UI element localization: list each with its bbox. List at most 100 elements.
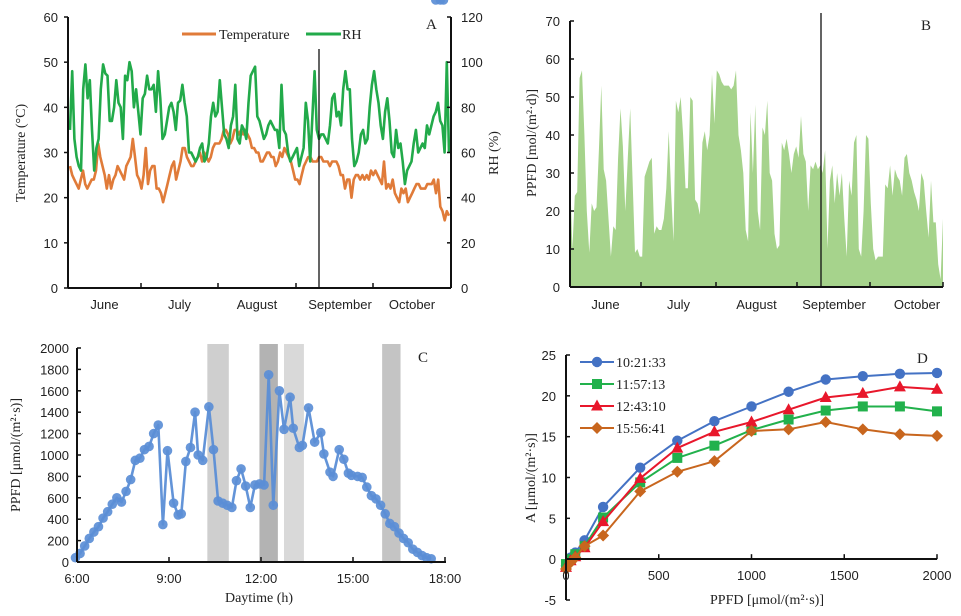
panel-c-y-tick-label: 400 [47, 512, 69, 527]
legend-series-label: 11:57:13 [616, 378, 665, 393]
panel-c-y-tick-label: 200 [47, 534, 69, 549]
panel-d-x-tick-label: 0 [562, 568, 569, 583]
panel-c-data-point [268, 500, 279, 511]
panel-c-data-point [240, 481, 251, 491]
panel-d-circle-marker [709, 415, 720, 427]
panel-c-data-point [102, 506, 113, 517]
panel-c-y-tick-label: 1200 [40, 427, 69, 442]
panel-d-circle-marker [746, 401, 757, 412]
panel-b-x-tick-label: August [736, 297, 777, 312]
panel-a: 0 10 20 30 40 50 60 0 20 40 60 80 100 120 June July Au… [14, 10, 502, 312]
panel-c-data-point [158, 519, 168, 530]
panel-b-y-tick-label: 0 [553, 280, 560, 295]
panel-c-shaded-band [382, 344, 401, 562]
panel-c-data-point [285, 392, 295, 403]
panel-b: 0 10 20 30 40 50 60 70 June July August September O… [525, 13, 944, 312]
panel-a-y2-tick-label: 40 [461, 191, 475, 206]
panel-a-series-rh [68, 60, 451, 186]
panel-c-data-point [162, 445, 173, 456]
panel-d-square-marker [709, 440, 720, 451]
panel-c-data-point [190, 407, 200, 418]
legend-series-label: 10:21:33 [616, 356, 666, 371]
panel-c-data-point [375, 500, 386, 511]
legend-diamond-marker [591, 422, 603, 434]
panel-c-data-point [116, 497, 127, 507]
panel-b-y-tick-label: 30 [546, 166, 560, 181]
panel-a-x-tick-label: August [237, 297, 278, 312]
panel-a-y2-tick-label: 100 [461, 55, 483, 70]
panel-a-y2-tick-label: 120 [461, 10, 483, 25]
panel-a-y-tick-label: 10 [44, 236, 58, 251]
panel-c-data-point [297, 440, 308, 451]
panel-c-data-point [303, 403, 314, 413]
panel-b-y-tick-label: 70 [546, 14, 560, 29]
panel-b-x-tick-label: October [894, 297, 941, 312]
panel-c-x-tick-label: 9:00 [156, 571, 181, 586]
panel-c-y-tick-label: 2000 [40, 341, 69, 356]
panel-c-data-point [438, 0, 449, 5]
panel-c-data-point [259, 480, 269, 490]
panel-d-triangle-marker [597, 515, 610, 527]
panel-c-data-point [153, 420, 164, 430]
panel-c-data-point [168, 498, 179, 508]
panel-d-x-label: PPFD [μmol/(m²·s)] [710, 593, 824, 608]
panel-c-data-point [121, 486, 131, 497]
panel-c-y-tick-label: 1400 [40, 405, 69, 420]
panel-d-diamond-marker [569, 551, 582, 564]
panel-d-triangle-marker [856, 386, 869, 398]
legend-series-label: 12:43:10 [616, 400, 666, 415]
panel-b-y-tick-label: 10 [546, 242, 560, 257]
panel-c-data-point [380, 509, 391, 519]
panel-d-x-tick-label: 1000 [737, 568, 766, 583]
panel-c-data-point [176, 509, 187, 519]
panel-c-data-point [263, 369, 274, 380]
panel-c-data-point [279, 424, 289, 435]
panel-d-triangle-marker [708, 425, 721, 437]
panel-c-data-point [245, 502, 256, 513]
panel-c-label: C [418, 350, 428, 366]
panel-d-y-tick-label: 10 [542, 471, 556, 486]
panel-c-x-label: Daytime (h) [225, 591, 293, 606]
panel-c-data-point [339, 454, 349, 465]
legend-series-label: 15:56:41 [616, 422, 666, 437]
panel-d-x-tick-label: 1500 [830, 568, 859, 583]
panel-d-y-tick-label: 20 [542, 389, 556, 404]
panel-b-y-tick-label: 20 [546, 204, 560, 219]
legend-circle-marker [591, 356, 603, 368]
panel-d-triangle-marker [819, 390, 832, 402]
panel-c-data-point [274, 386, 285, 396]
panel-d-square-marker [932, 406, 942, 417]
panel-d-diamond-marker [931, 429, 943, 442]
panel-a-y2-tick-label: 0 [461, 281, 468, 296]
panel-d-legend: 10:21:33 11:57:13 12:43:10 15:56:41 [580, 356, 666, 437]
panel-d-diamond-marker [819, 415, 832, 428]
panel-d-triangle-marker [782, 403, 795, 415]
panel-b-x-tick-label: June [591, 297, 619, 312]
panel-d-circle-marker [894, 368, 906, 379]
panel-c-y-tick-label: 1000 [40, 448, 69, 463]
panel-c-data-point [79, 541, 90, 551]
panel-c-data-point [334, 444, 345, 455]
panel-b-label: B [921, 18, 931, 34]
panel-c-data-point [236, 464, 246, 474]
panel-a-x-tick-label: June [90, 297, 118, 312]
panel-a-y2-tick-label: 60 [461, 146, 475, 161]
panel-d-triangle-marker [931, 382, 943, 394]
panel-d-diamond-marker [708, 455, 721, 468]
panel-a-x-tick-label: July [168, 297, 192, 312]
panel-d-square-marker [820, 405, 831, 416]
panel-c-shaded-band [284, 344, 304, 562]
panel-a-y-tick-label: 30 [44, 146, 58, 161]
panel-c-y-label: PPFD [μmol/(m²·s)] [9, 398, 24, 512]
panel-c-y-tick-label: 600 [47, 491, 69, 506]
panel-c-data-point [185, 442, 196, 453]
panel-c-data-point [316, 427, 326, 438]
panel-a-y-label: Temperature (°C) [14, 104, 29, 203]
panel-c-y-tick-label: 1800 [40, 362, 69, 377]
panel-c-data-point [148, 428, 159, 439]
panel-d-circle-marker [931, 367, 943, 379]
panel-d-square-marker [894, 401, 905, 412]
panel-d-circle-marker [783, 386, 794, 397]
panel-a-y-tick-label: 20 [44, 191, 58, 206]
